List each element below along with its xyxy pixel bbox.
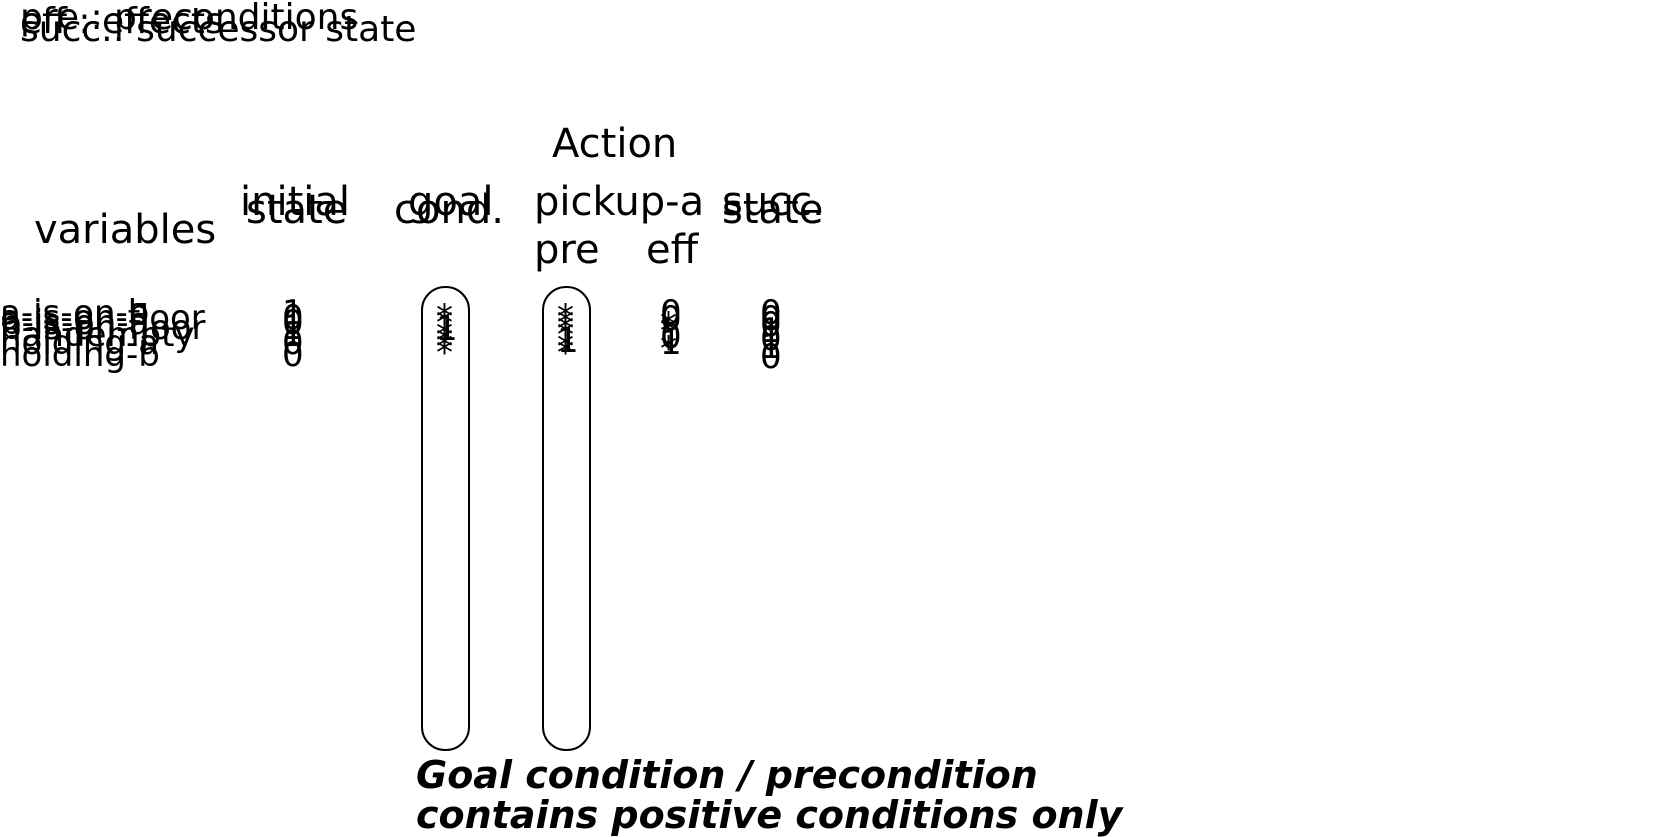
pre-column-box [542, 286, 591, 751]
header-succ-line1: succ. [722, 179, 825, 225]
header-eff: eff [646, 227, 699, 273]
header-goal-line2: cond. [394, 187, 504, 233]
goal-column-box [421, 286, 470, 751]
variable-label: a-is-on-floor [0, 298, 205, 338]
pre-value: * [557, 327, 574, 367]
variable-label: a-is-on-b [0, 293, 150, 333]
eff-value: * [660, 329, 677, 369]
succ-state-value: 0 [760, 319, 782, 359]
initial-state-value: 0 [282, 298, 304, 338]
initial-state-value: 0 [282, 323, 304, 363]
header-action-name: pickup-a [534, 179, 705, 225]
goal-cond-value: * [436, 321, 453, 361]
succ-state-value: 0 [760, 299, 782, 339]
eff-value: * [660, 311, 677, 351]
goal-cond-value: 1 [436, 309, 458, 349]
eff-value: 1 [660, 323, 682, 363]
initial-state-value: 0 [282, 303, 304, 343]
initial-state-value: 1 [282, 308, 304, 348]
succ-state-value: 1 [760, 327, 782, 367]
goal-cond-value: * [436, 297, 453, 337]
legend-pre: pre : preconditions [20, 0, 359, 38]
initial-state-value: 1 [282, 315, 304, 355]
header-goal-line1: goal [408, 179, 494, 225]
header-pre: pre [534, 227, 600, 273]
goal-cond-value: * [436, 333, 453, 373]
succ-state-value: 0 [760, 293, 782, 333]
succ-state-value: 0 [760, 337, 782, 377]
caption-line-1: Goal condition / precondition [416, 753, 1038, 797]
initial-state-value: 1 [282, 293, 304, 333]
header-initial-line1: initial [240, 179, 350, 225]
succ-state-value: 0 [760, 305, 782, 345]
variable-label: handempty [0, 315, 195, 355]
pre-value: * [557, 303, 574, 343]
pre-value: * [557, 309, 574, 349]
pre-value: * [557, 315, 574, 355]
legend-eff: eff : effects [20, 1, 224, 42]
eff-value: 0 [660, 293, 682, 333]
pre-value: * [557, 333, 574, 373]
goal-cond-value: * [436, 327, 453, 367]
initial-state-value: 0 [282, 335, 304, 375]
header-succ-line2: state [722, 187, 824, 233]
variable-label: b-is-on-floor [0, 308, 206, 348]
legend-succ: succ.: successor state [20, 9, 417, 50]
header-variables: variables [34, 207, 217, 253]
eff-value: * [660, 305, 677, 345]
header-initial-line2: state [246, 187, 348, 233]
caption-line-2: contains positive conditions only [416, 793, 1123, 837]
variable-label: holding-a [0, 323, 160, 363]
variable-label: b-is-on-a [0, 303, 150, 343]
eff-value: 0 [660, 299, 682, 339]
pre-value: 1 [557, 321, 579, 361]
goal-cond-value: * [436, 315, 453, 355]
variable-label: holding-b [0, 335, 160, 375]
succ-state-value: 1 [760, 311, 782, 351]
eff-value: 0 [660, 317, 682, 357]
header-action: Action [552, 121, 678, 167]
goal-cond-value: * [436, 303, 453, 343]
pre-value: * [557, 297, 574, 337]
